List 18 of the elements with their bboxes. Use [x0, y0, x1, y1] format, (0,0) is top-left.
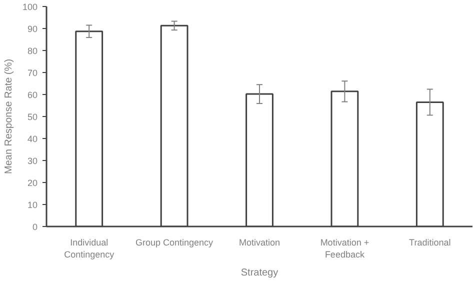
x-tick-label: Traditional	[409, 238, 451, 248]
y-tick-label: 70	[27, 68, 38, 78]
y-tick-label: 100	[22, 2, 38, 12]
y-tick-label: 0	[32, 222, 38, 232]
y-axis-title: Mean Response Rate (%)	[3, 58, 14, 174]
y-tick-label: 50	[27, 112, 38, 122]
x-tick-label: Group Contingency	[136, 238, 214, 248]
y-tick-label: 60	[27, 90, 38, 100]
y-tick-label: 30	[27, 156, 38, 166]
y-tick-label: 90	[27, 24, 38, 34]
y-tick-label: 40	[27, 134, 38, 144]
x-axis-title: Strategy	[240, 268, 278, 278]
x-tick-label: Motivation + Feedback	[320, 238, 370, 260]
y-tick-label: 80	[27, 46, 38, 56]
x-tick-label: Motivation	[238, 238, 280, 248]
y-tick-label: 20	[27, 178, 38, 188]
y-tick-label: 10	[27, 200, 38, 210]
x-tick-label: Individual Contingency	[64, 238, 115, 260]
